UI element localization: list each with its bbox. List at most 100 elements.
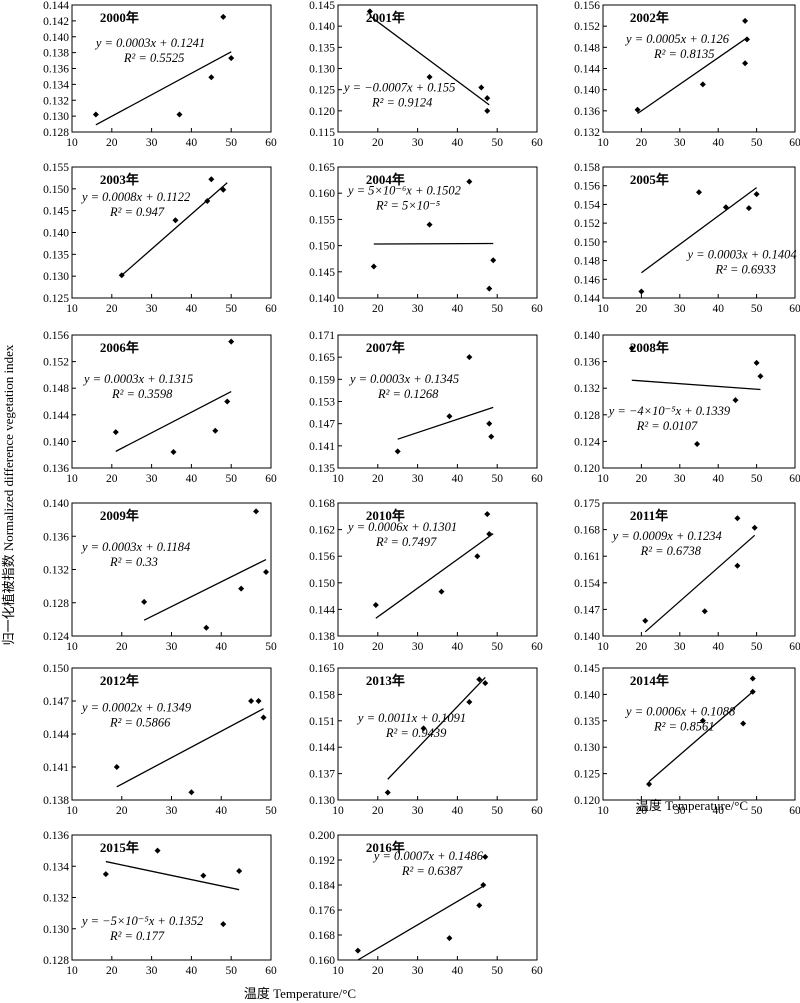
trend-line [116,708,264,788]
data-point [699,81,706,88]
x-tick-label: 50 [265,641,277,653]
x-tick-label: 50 [225,137,237,149]
y-tick-label: 0.200 [309,830,335,842]
data-point [482,680,489,687]
x-tick-label: 20 [372,641,384,653]
panel-2003年: 0.125 0.130 0.135 0.140 0.145 0.150 0.155 10 20 3… [43,162,277,315]
data-point [734,562,741,569]
data-point [188,789,195,796]
data-point [118,272,125,279]
trend-line [641,187,757,274]
x-tick-label: 60 [789,137,800,149]
plot-frame [337,834,538,961]
x-tick-label: 50 [751,473,763,485]
x-tick-label: 40 [712,303,724,315]
y-tick-label: 0.136 [574,357,600,369]
data-point [228,55,235,62]
x-tick-label: 10 [597,303,609,315]
x-tick-label: 40 [452,303,464,315]
x-tick-label: 50 [491,137,503,149]
data-point [753,359,760,366]
trend-line [369,15,490,106]
x-tick-label: 20 [106,473,118,485]
x-tick-label: 50 [491,473,503,485]
x-tick-label: 20 [636,473,648,485]
y-tick-label: 0.130 [309,795,335,807]
data-point [420,725,427,732]
data-point [426,221,433,228]
trend-line [375,533,494,619]
panel-title: 2011年 [630,508,668,523]
x-tick-label: 60 [531,805,543,817]
data-point [220,921,227,928]
regression-equation: y = 0.0006x + 0.1088 [624,705,736,719]
data-point [488,433,495,440]
y-tick-label: 0.148 [43,383,69,395]
y-tick-label: 0.150 [574,237,600,249]
data-point [208,176,215,183]
regression-equation: y = 0.0008x + 0.1122 [80,190,190,204]
panel-title: 2002年 [630,10,669,25]
y-tick-label: 0.140 [43,32,69,44]
y-tick-label: 0.153 [309,397,335,409]
x-tick-label: 10 [332,965,344,977]
panel-title: 2010年 [366,508,405,523]
y-tick-label: 0.152 [574,218,600,230]
x-tick-label: 10 [66,965,78,977]
regression-equation: y = 0.0003x + 0.1184 [80,540,190,554]
y-tick-label: 0.150 [309,241,335,253]
data-point [646,781,653,788]
x-tick-label: 60 [789,641,800,653]
y-tick-label: 0.184 [309,880,335,892]
plot-frame [337,502,538,637]
data-point [732,397,739,404]
y-tick-label: 0.150 [43,663,69,675]
y-tick-label: 0.148 [574,42,600,54]
y-tick-label: 0.145 [309,0,335,12]
plot-frame [602,166,796,299]
y-tick-label: 0.144 [43,410,69,422]
panel-2011年: 0.140 0.147 0.154 0.161 0.168 0.175 10 20 30 40 50… [574,498,800,653]
x-tick-label: 60 [789,303,800,315]
trend-line [121,182,228,276]
y-tick-label: 0.140 [574,631,600,643]
x-tick-label: 40 [712,473,724,485]
x-tick-label: 40 [186,137,198,149]
x-tick-label: 10 [332,303,344,315]
data-point [696,189,702,196]
y-tick-label: 0.125 [309,85,335,97]
x-tick-label: 20 [116,641,128,653]
y-tick-label: 0.132 [574,127,600,139]
y-tick-label: 0.128 [574,410,600,422]
y-tick-label: 0.175 [574,498,600,510]
y-tick-label: 0.138 [43,795,69,807]
x-tick-label: 20 [372,303,384,315]
y-tick-label: 0.128 [43,955,69,967]
data-point [484,511,491,518]
x-tick-label: 30 [412,137,424,149]
data-point [176,111,183,118]
data-point [740,720,747,727]
y-tick-label: 0.128 [43,598,69,610]
data-point [628,345,635,352]
trend-line [631,379,761,391]
data-point [742,60,749,67]
y-tick-label: 0.132 [43,893,69,905]
y-tick-label: 0.142 [43,16,69,28]
x-tick-label: 30 [166,805,178,817]
data-point [141,598,148,605]
y-tick-label: 0.140 [574,330,600,342]
x-tick-label: 10 [332,641,344,653]
regression-equation: y = 0.0002x + 0.1349 [80,701,192,715]
panel-title: 2000年 [100,10,139,25]
r-squared-label: R² = 5×10⁻⁵ [375,199,441,213]
data-point [694,441,701,448]
r-squared-label: R² = 0.5866 [109,716,171,730]
data-point [466,698,473,705]
r-squared-label: R² = 0.1268 [377,387,439,401]
data-point [438,588,445,595]
data-point [236,867,243,874]
x-tick-label: 60 [531,641,543,653]
x-tick-label: 20 [636,137,648,149]
x-tick-label: 10 [332,137,344,149]
